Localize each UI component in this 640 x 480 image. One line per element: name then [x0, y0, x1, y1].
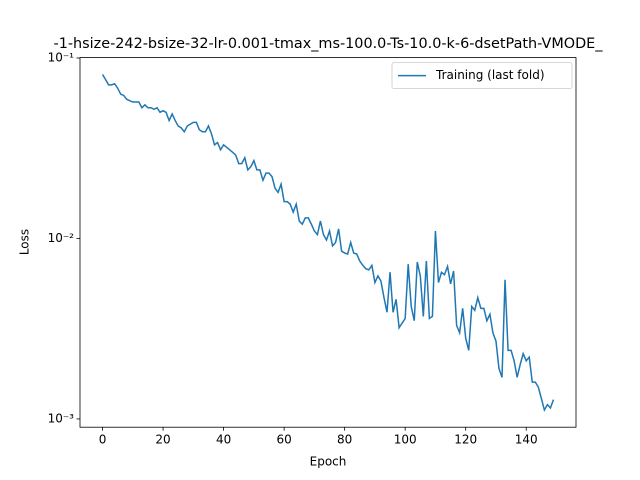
x-tick-label: 60 [276, 433, 291, 447]
legend-label: Training (last fold) [435, 68, 545, 82]
chart-title: -1-hsize-242-bsize-32-lr-0.001-tmax_ms-1… [54, 36, 604, 52]
y-tick-label: 10⁻¹ [48, 50, 75, 64]
y-tick-label: 10⁻² [48, 231, 75, 245]
x-tick-label: 80 [337, 433, 352, 447]
x-tick-label: 140 [515, 433, 538, 447]
y-axis-label: Loss [18, 229, 32, 255]
x-axis-label: Epoch [310, 455, 347, 469]
x-tick-label: 20 [155, 433, 170, 447]
y-tick-label: 10⁻³ [48, 411, 75, 425]
data-line [101, 74, 555, 413]
legend-box [391, 62, 573, 89]
x-tick-label: 0 [99, 433, 107, 447]
x-tick-label: 120 [454, 433, 477, 447]
legend: Training (last fold) [391, 62, 573, 89]
x-tick-label: 100 [394, 433, 417, 447]
plot-frame [79, 57, 577, 428]
x-tick-label: 40 [216, 433, 231, 447]
